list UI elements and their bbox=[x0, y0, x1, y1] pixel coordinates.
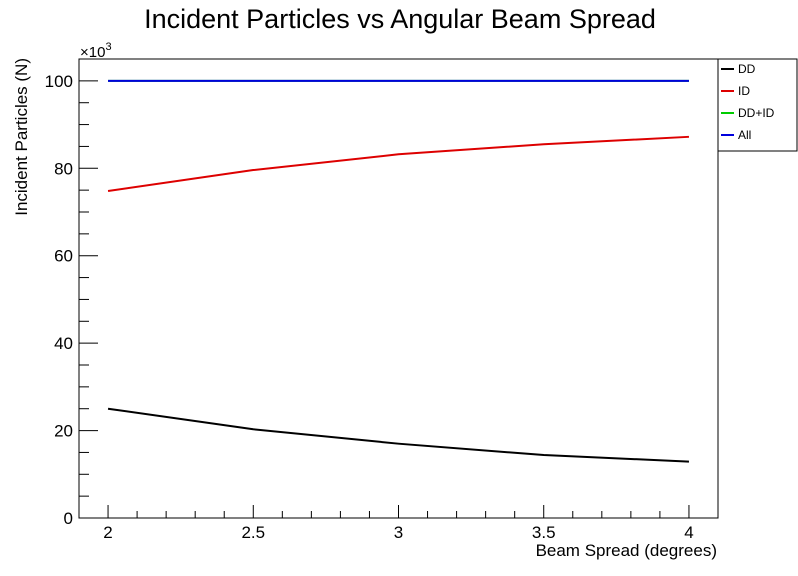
legend-label: ID bbox=[738, 84, 750, 98]
x-tick-label: 3.5 bbox=[532, 523, 556, 542]
y-tick-label: 40 bbox=[54, 334, 73, 353]
x-tick-label: 4 bbox=[684, 523, 693, 542]
y-multiplier-base: ×10 bbox=[80, 44, 105, 61]
y-axis: 0 20 40 60 80 100 bbox=[45, 58, 98, 528]
y-tick-label: 80 bbox=[54, 159, 73, 178]
chart-title: Incident Particles vs Angular Beam Sprea… bbox=[144, 4, 656, 34]
legend-label: DD+ID bbox=[738, 106, 775, 120]
series-line-id bbox=[107, 135, 690, 193]
y-tick-label: 0 bbox=[64, 509, 73, 528]
x-tick-label: 2 bbox=[103, 523, 112, 542]
plot-frame bbox=[78, 58, 719, 519]
y-multiplier-exponent: 3 bbox=[105, 41, 111, 53]
x-tick-label: 3 bbox=[394, 523, 403, 542]
x-tick-label: 2.5 bbox=[241, 523, 265, 542]
y-tick-label: 60 bbox=[54, 247, 73, 266]
y-tick-label: 20 bbox=[54, 422, 73, 441]
legend: DD ID DD+ID All bbox=[717, 58, 798, 152]
y-axis-title: Incident Particles (N) bbox=[12, 58, 31, 216]
y-multiplier: ×103 bbox=[80, 41, 112, 61]
series-group bbox=[107, 79, 690, 463]
series-line-dd bbox=[107, 407, 689, 463]
x-axis-title: Beam Spread (degrees) bbox=[536, 541, 717, 560]
plot-area bbox=[78, 58, 719, 519]
x-axis: 2 2.5 3 3.5 4 bbox=[78, 505, 719, 542]
legend-box bbox=[717, 58, 798, 152]
legend-label: All bbox=[738, 128, 751, 142]
y-tick-label: 100 bbox=[45, 72, 73, 91]
legend-label: DD bbox=[738, 62, 756, 76]
